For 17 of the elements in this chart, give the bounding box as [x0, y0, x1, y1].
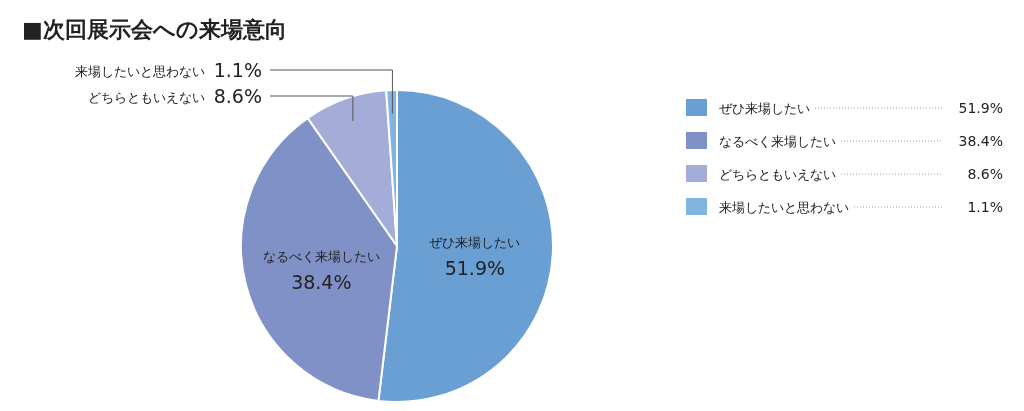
legend-label: 来場したいと思わない: [719, 200, 849, 215]
chart-title: ■次回展示会への来場意向: [22, 17, 287, 42]
data-label: 8.6%: [213, 85, 262, 107]
text: 38.4%: [958, 133, 1003, 149]
slice-label: なるべく来場したい: [262, 248, 380, 264]
legend-label: ぜひ来場したい: [719, 101, 810, 116]
data-label: 51.9%: [444, 256, 506, 279]
legend-label: なるべく来場したい: [719, 134, 836, 149]
text: 8.6%: [967, 166, 1003, 182]
slice-label: 来場したいと思わない: [75, 64, 205, 79]
data-label: 38.4%: [291, 270, 352, 293]
text: 1.1%: [967, 199, 1003, 215]
slice-label: どちらともいえない: [88, 90, 205, 105]
slice-label: ぜひ来場したい: [429, 234, 521, 250]
legend-label: どちらともいえない: [719, 167, 836, 182]
text: 51.9%: [958, 100, 1003, 116]
data-label: 1.1%: [213, 59, 262, 81]
